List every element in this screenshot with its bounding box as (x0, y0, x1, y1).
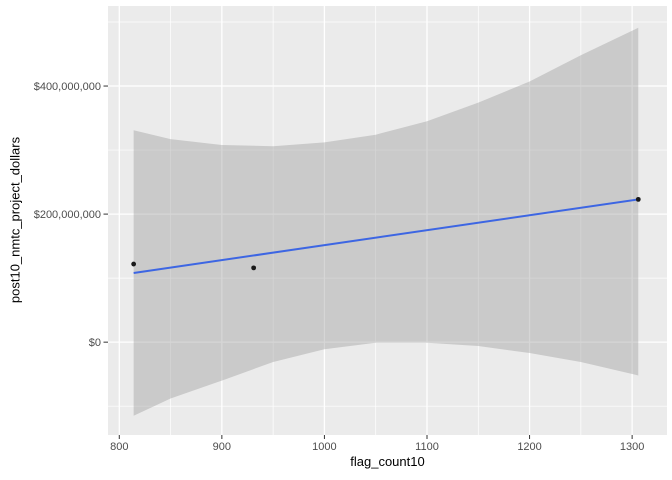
plot-panel (108, 6, 667, 435)
x-tick-label: 900 (213, 441, 231, 453)
x-tick-label: 1100 (415, 441, 439, 453)
x-tick-label: 1200 (517, 441, 541, 453)
x-axis-title: flag_count10 (350, 454, 425, 469)
regression-line (133, 198, 639, 274)
confidence-band (133, 27, 639, 416)
x-tick-label: 1300 (620, 441, 644, 453)
data-point (131, 261, 137, 267)
y-tick-label: $0 (89, 337, 101, 349)
y-tick-label: $400,000,000 (34, 81, 101, 93)
x-tick-label: 800 (110, 441, 128, 453)
data-point (635, 196, 641, 202)
x-tick-label: 1000 (312, 441, 336, 453)
data-point (251, 265, 257, 271)
y-tick-label: $200,000,000 (34, 209, 101, 221)
y-axis-title: post10_nmtc_project_dollars (7, 136, 23, 304)
